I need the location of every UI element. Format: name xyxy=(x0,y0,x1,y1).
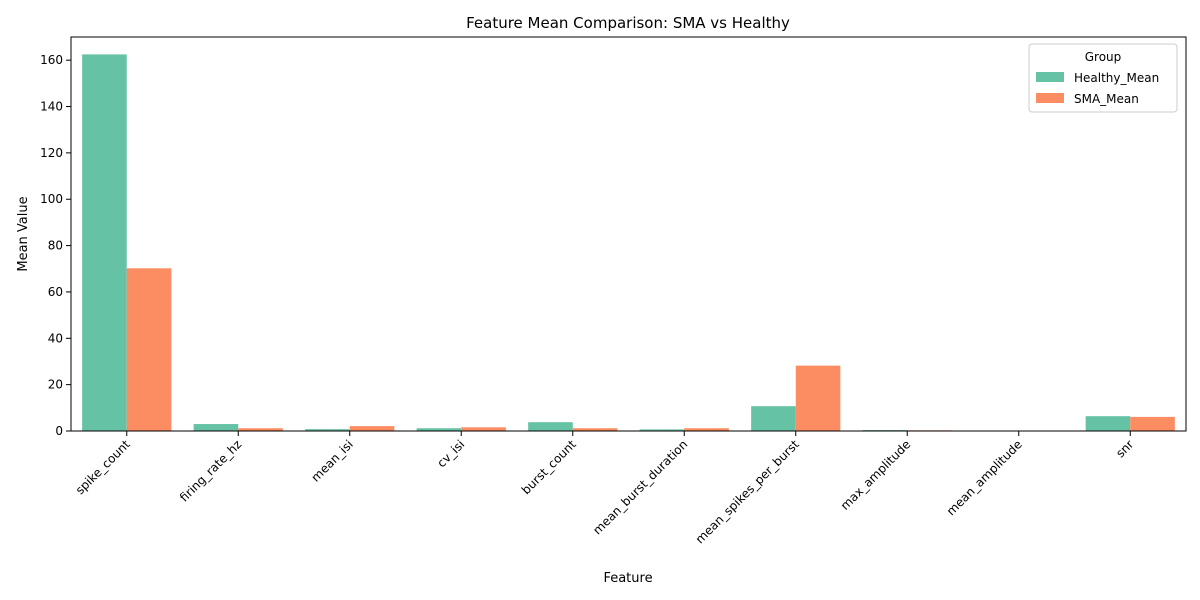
x-tick-label: cv_isi xyxy=(434,437,467,470)
legend-swatch-healthy xyxy=(1036,72,1064,82)
bar-sma-mean-mean-spikes-per-burst xyxy=(795,365,841,431)
legend-label-healthy: Healthy_Mean xyxy=(1074,71,1159,85)
bar-healthy-mean-mean-spikes-per-burst xyxy=(751,406,796,431)
legend-label-sma: SMA_Mean xyxy=(1074,92,1139,106)
y-tick-label: 160 xyxy=(40,53,63,67)
bar-healthy-mean-cv-isi xyxy=(416,428,462,431)
bar-sma-mean-mean-isi xyxy=(349,426,395,431)
bar-healthy-mean-mean-isi xyxy=(305,429,350,431)
bar-healthy-mean-snr xyxy=(1085,416,1131,431)
legend-box xyxy=(1028,43,1178,113)
bar-healthy-mean-mean-burst-duration xyxy=(639,429,685,431)
y-tick-label: 140 xyxy=(40,100,63,114)
x-tick-label: max_amplitude xyxy=(838,437,914,513)
x-tick-label: spike_count xyxy=(73,437,133,497)
y-axis: 0 20 40 60 80 100 120 140 160 xyxy=(40,53,71,438)
x-tick-label: burst_count xyxy=(519,437,579,497)
bars-layer xyxy=(82,54,1175,431)
x-tick-label: mean_amplitude xyxy=(944,437,1025,518)
bar-healthy-mean-burst-count xyxy=(528,422,573,431)
bar-healthy-mean-firing-rate-hz xyxy=(193,424,239,431)
bar-sma-mean-snr xyxy=(1130,416,1175,431)
bar-sma-mean-cv-isi xyxy=(461,427,506,431)
x-tick-label: mean_spikes_per_burst xyxy=(693,437,802,546)
y-tick-label: 40 xyxy=(48,331,63,345)
y-tick-label: 60 xyxy=(48,285,63,299)
bar-sma-mean-mean-burst-duration xyxy=(684,428,729,431)
x-tick-label: snr xyxy=(1113,437,1136,460)
x-tick-label: mean_isi xyxy=(309,437,356,484)
legend-swatch-sma xyxy=(1036,93,1064,103)
legend-title: Group xyxy=(1085,50,1122,64)
x-axis-label: Feature xyxy=(603,571,652,586)
plot-frame xyxy=(70,36,1187,432)
y-tick-label: 0 xyxy=(55,424,63,438)
bar-sma-mean-firing-rate-hz xyxy=(238,428,283,431)
bar-sma-mean-spike-count xyxy=(126,268,172,431)
x-axis: spike_count firing_rate_hz mean_isi cv_isi b… xyxy=(73,431,1136,546)
y-tick-label: 120 xyxy=(40,146,63,160)
y-tick-label: 20 xyxy=(48,378,63,392)
x-tick-label: mean_burst_duration xyxy=(590,437,690,537)
y-tick-label: 80 xyxy=(48,239,63,253)
y-axis-label: Mean Value xyxy=(16,196,31,271)
bar-sma-mean-burst-count xyxy=(572,428,618,431)
legend: Group Healthy_Mean SMA_Mean xyxy=(1028,43,1178,113)
x-tick-label: firing_rate_hz xyxy=(177,437,244,504)
chart-title: Feature Mean Comparison: SMA vs Healthy xyxy=(466,14,790,32)
y-tick-label: 100 xyxy=(40,192,63,206)
bar-healthy-mean-spike-count xyxy=(82,54,127,431)
